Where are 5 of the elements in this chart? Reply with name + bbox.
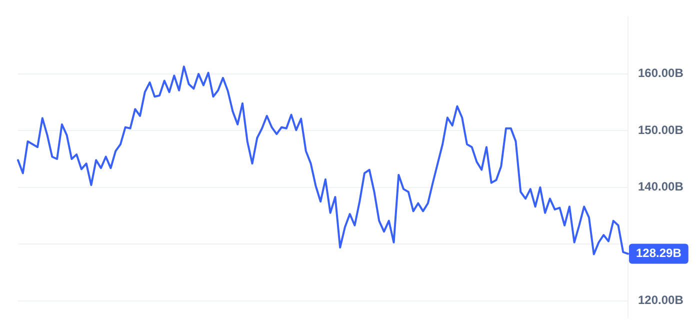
y-tick-label: 120.00B: [638, 293, 684, 308]
y-tick-label: 160.00B: [638, 66, 684, 80]
y-tick-label: 150.00B: [638, 122, 684, 137]
y-tick-label: 140.00B: [638, 180, 684, 194]
text: 128.29B: [636, 246, 682, 260]
